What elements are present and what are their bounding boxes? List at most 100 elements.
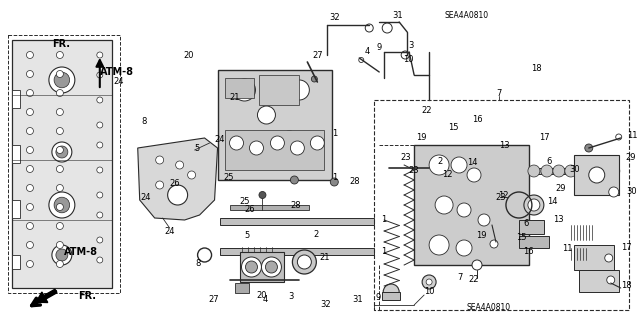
Text: FR.: FR. [52,39,70,49]
Circle shape [250,141,264,155]
Circle shape [291,176,298,184]
Circle shape [330,178,339,186]
Circle shape [541,165,553,177]
Circle shape [589,165,601,177]
Text: 13: 13 [553,216,564,225]
Text: 29: 29 [626,153,636,162]
Bar [259,75,300,105]
Text: 18: 18 [531,64,542,73]
Circle shape [292,250,316,274]
Circle shape [52,245,72,265]
Circle shape [609,187,619,197]
Circle shape [230,136,243,150]
Text: ATM-8: ATM-8 [100,67,134,77]
Circle shape [310,136,324,150]
Text: 11: 11 [627,130,637,139]
Circle shape [273,88,287,102]
Text: 4: 4 [365,48,370,56]
Circle shape [97,237,103,243]
Circle shape [26,166,33,173]
Circle shape [97,257,103,263]
Bar [12,200,20,218]
Circle shape [56,249,68,261]
Text: 28: 28 [349,176,360,186]
Circle shape [56,90,63,97]
Text: 29: 29 [556,184,566,193]
Circle shape [257,106,275,124]
Bar [12,90,20,108]
Text: 1: 1 [332,130,337,138]
Text: 24: 24 [214,136,225,145]
Text: 10: 10 [424,287,435,296]
Bar [579,270,619,292]
Bar [574,155,619,195]
Circle shape [97,167,103,173]
Text: 21: 21 [319,254,330,263]
Circle shape [56,108,63,115]
Circle shape [311,76,317,82]
Text: 31: 31 [392,11,403,20]
Circle shape [467,168,481,182]
Circle shape [168,185,188,205]
Bar [374,100,628,310]
Circle shape [524,195,544,215]
Text: SEA4A0810: SEA4A0810 [467,303,511,313]
Circle shape [291,141,305,155]
Circle shape [271,136,284,150]
Circle shape [171,186,179,194]
Circle shape [280,131,298,149]
Circle shape [156,181,164,189]
Text: 17: 17 [539,133,550,142]
Text: 15: 15 [448,123,459,132]
Circle shape [97,142,103,148]
Text: 24: 24 [113,77,124,86]
Bar [225,130,324,170]
Circle shape [435,196,453,214]
Bar [220,218,374,225]
Text: 9: 9 [376,43,381,52]
Bar [220,248,374,255]
Bar [519,236,549,248]
Circle shape [365,24,373,32]
Text: 26: 26 [169,179,180,188]
Circle shape [97,122,103,128]
Text: 16: 16 [524,248,534,256]
Text: 25: 25 [223,173,234,182]
Text: 18: 18 [621,280,631,290]
Bar [574,245,614,270]
Circle shape [382,23,392,33]
Circle shape [26,184,33,191]
Text: 3: 3 [408,41,414,50]
Circle shape [56,128,63,135]
Circle shape [490,240,498,248]
Bar [414,145,529,265]
Text: 13: 13 [499,141,510,150]
Circle shape [56,241,63,249]
Bar [382,292,400,300]
Circle shape [97,192,103,198]
Circle shape [26,51,33,58]
Bar [230,205,309,210]
Text: ATM-8: ATM-8 [64,247,98,257]
Circle shape [234,79,255,101]
Circle shape [610,166,620,176]
Circle shape [54,197,70,213]
Circle shape [26,146,33,153]
Circle shape [26,108,33,115]
Text: 7: 7 [496,88,502,98]
Text: 12: 12 [442,170,452,179]
Text: 2: 2 [437,158,442,167]
Circle shape [422,275,436,289]
Bar [218,70,332,180]
Bar [519,220,544,234]
Circle shape [289,80,309,100]
Circle shape [56,146,63,153]
Circle shape [52,142,72,162]
Text: 32: 32 [321,300,331,309]
Bar [234,283,250,293]
Text: 26: 26 [245,205,255,214]
Circle shape [262,257,282,277]
Circle shape [359,57,364,63]
Circle shape [26,128,33,135]
Text: 30: 30 [570,165,580,174]
